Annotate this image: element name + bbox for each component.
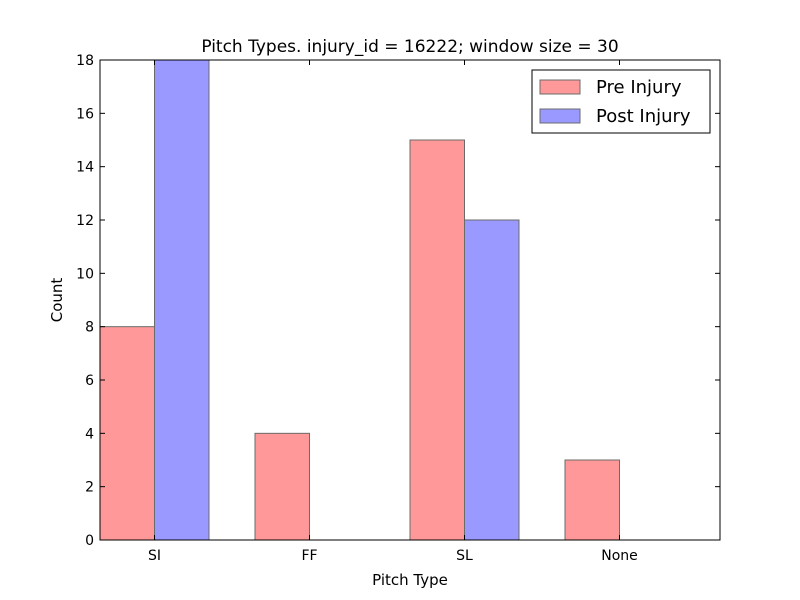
y-axis-label: Count (48, 278, 66, 323)
x-tick-label: None (601, 548, 638, 564)
y-tick-label: 4 (85, 426, 94, 442)
bar-pre-injury-none (564, 459, 620, 541)
legend-label-pre-injury: Pre Injury (596, 77, 682, 98)
bar-post-injury-sl (464, 219, 520, 541)
x-axis-label: Pitch Type (372, 571, 448, 589)
y-tick-label: 18 (76, 53, 94, 69)
x-tick-label: FF (301, 548, 317, 564)
bar-pre-injury-si (99, 326, 155, 541)
bar-post-injury-si (154, 59, 210, 541)
axes-frame (99, 59, 721, 541)
legend-swatch-pre-injury (539, 79, 581, 95)
legend: Pre Injury Post Injury (531, 69, 711, 134)
chart-title: Pitch Types. injury_id = 16222; window s… (201, 37, 618, 57)
x-tick-label: SL (456, 548, 473, 564)
bar-pre-injury-sl (409, 139, 465, 541)
y-tick-label: 10 (76, 266, 94, 282)
y-tick-label: 12 (76, 213, 94, 229)
y-tick-label: 0 (85, 533, 94, 549)
y-tick-label: 2 (85, 480, 94, 496)
legend-label-post-injury: Post Injury (596, 106, 691, 127)
y-tick-label: 14 (76, 160, 94, 176)
y-tick-label: 6 (85, 373, 94, 389)
bar-pre-injury-ff (254, 432, 310, 541)
plot-area: 0 2 4 6 8 10 12 14 16 18 SI FF SL None (76, 53, 721, 564)
x-tick-label: SI (148, 548, 161, 564)
y-tick-label: 8 (85, 320, 94, 336)
y-tick-label: 16 (76, 106, 94, 122)
legend-swatch-post-injury (539, 108, 581, 124)
